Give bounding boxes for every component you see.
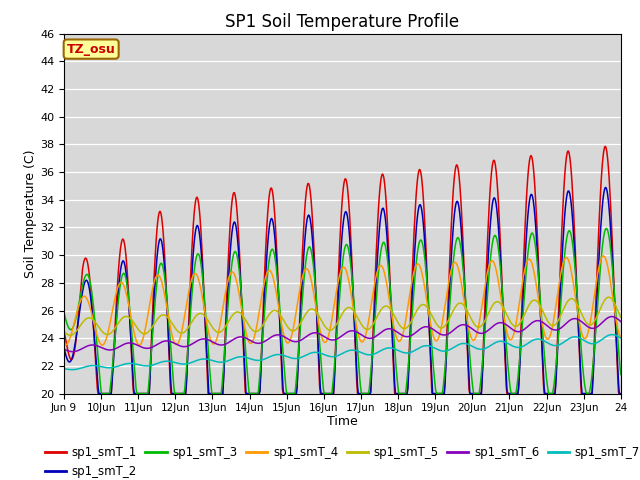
Line: sp1_smT_1: sp1_smT_1 [64,146,621,394]
sp1_smT_5 [605,294,612,300]
Line: sp1_smT_2: sp1_smT_2 [64,188,621,394]
sp1_smT_7 [71,367,79,372]
sp1_smT_3 [185,335,193,341]
sp1_smT_3 [60,310,68,315]
sp1_smT_4 [600,253,607,259]
sp1_smT_6 [428,325,435,331]
sp1_smT_3 [602,226,610,231]
X-axis label: Time: Time [327,415,358,428]
sp1_smT_7 [609,332,616,337]
sp1_smT_7 [214,359,222,365]
sp1_smT_6 [607,314,615,320]
sp1_smT_1 [185,320,193,326]
sp1_smT_2 [602,185,609,191]
sp1_smT_7 [428,344,435,349]
Legend: sp1_smT_1, sp1_smT_2, sp1_smT_3, sp1_smT_4, sp1_smT_5, sp1_smT_6, sp1_smT_7: sp1_smT_1, sp1_smT_2, sp1_smT_3, sp1_smT… [45,446,640,478]
Line: sp1_smT_4: sp1_smT_4 [64,256,621,345]
sp1_smT_6 [617,319,625,324]
sp1_smT_6 [71,348,79,354]
sp1_smT_7 [128,360,136,366]
sp1_smT_5 [214,329,222,335]
sp1_smT_2 [95,391,102,396]
sp1_smT_4 [411,266,419,272]
sp1_smT_6 [60,347,68,352]
sp1_smT_1 [94,391,102,396]
sp1_smT_2 [60,345,68,350]
sp1_smT_7 [185,360,193,366]
sp1_smT_3 [428,335,435,340]
sp1_smT_5 [185,324,193,330]
sp1_smT_5 [428,311,435,317]
sp1_smT_2 [617,391,625,396]
Line: sp1_smT_7: sp1_smT_7 [64,335,621,370]
sp1_smT_3 [617,372,625,377]
sp1_smT_5 [411,312,419,317]
sp1_smT_3 [98,391,106,396]
sp1_smT_7 [60,366,68,372]
sp1_smT_2 [185,333,193,339]
sp1_smT_2 [70,347,78,353]
sp1_smT_1 [128,366,136,372]
sp1_smT_4 [60,342,68,348]
sp1_smT_6 [185,343,193,348]
sp1_smT_6 [214,342,222,348]
sp1_smT_3 [214,391,222,396]
sp1_smT_5 [67,333,74,338]
sp1_smT_6 [68,349,76,355]
sp1_smT_5 [71,330,79,336]
sp1_smT_4 [70,321,78,326]
sp1_smT_2 [428,363,435,369]
sp1_smT_7 [411,348,419,353]
sp1_smT_4 [185,289,193,295]
sp1_smT_7 [617,336,625,341]
sp1_smT_3 [70,322,78,328]
sp1_smT_7 [68,367,76,372]
sp1_smT_6 [411,330,419,336]
sp1_smT_5 [60,328,68,334]
sp1_smT_3 [411,276,419,281]
sp1_smT_4 [98,342,106,348]
Line: sp1_smT_3: sp1_smT_3 [64,228,621,394]
Title: SP1 Soil Temperature Profile: SP1 Soil Temperature Profile [225,12,460,31]
sp1_smT_1 [617,391,625,396]
sp1_smT_5 [128,318,136,324]
sp1_smT_1 [428,372,435,378]
sp1_smT_6 [128,340,136,346]
sp1_smT_3 [128,336,136,341]
sp1_smT_4 [214,331,222,337]
sp1_smT_1 [602,144,609,149]
sp1_smT_2 [411,247,419,253]
Line: sp1_smT_5: sp1_smT_5 [64,297,621,336]
sp1_smT_4 [617,335,625,340]
sp1_smT_4 [428,324,435,329]
sp1_smT_1 [411,215,419,220]
sp1_smT_5 [617,314,625,320]
Y-axis label: Soil Temperature (C): Soil Temperature (C) [24,149,37,278]
sp1_smT_1 [60,328,68,334]
sp1_smT_1 [214,391,222,396]
sp1_smT_2 [128,358,136,364]
sp1_smT_2 [214,391,222,396]
Line: sp1_smT_6: sp1_smT_6 [64,317,621,352]
sp1_smT_4 [128,320,136,326]
Text: TZ_osu: TZ_osu [67,43,116,56]
sp1_smT_1 [70,350,78,356]
